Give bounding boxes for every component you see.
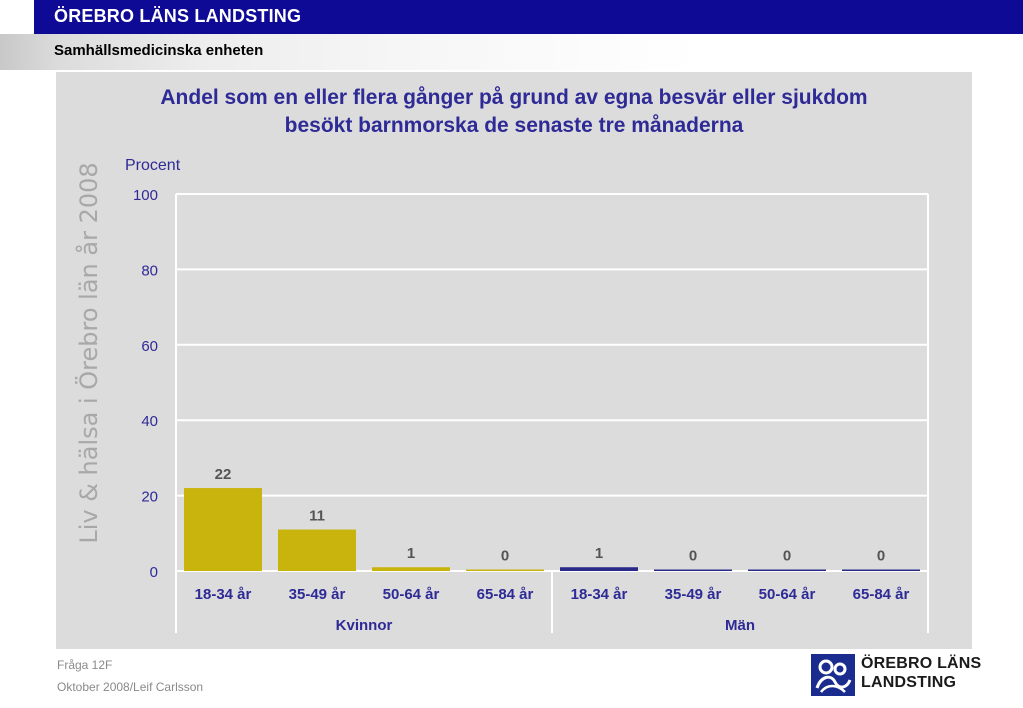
data-label: 0	[783, 548, 791, 565]
header-blue-band	[34, 0, 1023, 34]
data-label: 1	[595, 545, 603, 562]
y-tick-label: 40	[141, 413, 158, 430]
y-tick-label: 20	[141, 489, 158, 506]
y-axis-label: Procent	[125, 157, 181, 174]
x-tick-label: 50-64 år	[383, 586, 440, 603]
x-tick-label: 65-84 år	[477, 586, 534, 603]
bar	[654, 569, 732, 571]
data-label: 1	[407, 545, 415, 562]
data-label: 22	[215, 466, 232, 483]
chart-title: Andel som en eller flera gånger på grund…	[56, 84, 972, 140]
bar	[466, 569, 544, 571]
landsting-logo-icon	[811, 654, 855, 696]
logo-figures-icon	[815, 659, 852, 693]
unit-title: Samhällsmedicinska enheten	[54, 42, 264, 59]
data-label: 0	[689, 548, 697, 565]
data-label: 0	[501, 548, 509, 565]
x-tick-label: 50-64 år	[759, 586, 816, 603]
data-label: 11	[309, 508, 325, 525]
header-bar	[0, 0, 1023, 34]
chart-title-line-2: besökt barnmorska de senaste tre månader…	[284, 114, 744, 137]
y-tick-label: 80	[141, 262, 158, 279]
data-label: 0	[877, 548, 885, 565]
logo-text: ÖREBRO LÄNS LANDSTING	[861, 654, 981, 692]
bar	[184, 488, 262, 571]
y-tick-label: 100	[133, 187, 158, 204]
footer-question: Fråga 12F	[57, 658, 113, 672]
group-label: Män	[725, 617, 755, 634]
landsting-logo: ÖREBRO LÄNS LANDSTING	[811, 652, 986, 698]
y-tick-label: 0	[150, 564, 158, 581]
x-tick-label: 18-34 år	[571, 586, 628, 603]
x-tick-label: 65-84 år	[853, 586, 910, 603]
bar	[748, 569, 826, 571]
x-tick-label: 18-34 år	[195, 586, 252, 603]
chart-title-line-1: Andel som en eller flera gånger på grund…	[160, 86, 868, 109]
footer-date-author: Oktober 2008/Leif Carlsson	[57, 680, 204, 694]
y-tick-label: 60	[141, 338, 158, 355]
logo-text-line-1: ÖREBRO LÄNS	[861, 655, 982, 672]
bar	[278, 529, 356, 571]
org-title: ÖREBRO LÄNS LANDSTING	[54, 6, 302, 26]
logo-text-line-2: LANDSTING	[861, 674, 957, 691]
bar	[842, 569, 920, 571]
x-tick-label: 35-49 år	[665, 586, 722, 603]
plot-area	[176, 194, 928, 571]
x-tick-label: 35-49 år	[289, 586, 346, 603]
group-label: Kvinnor	[336, 617, 393, 634]
bar	[560, 567, 638, 571]
subheader-bar	[0, 34, 1023, 70]
bar	[372, 567, 450, 571]
